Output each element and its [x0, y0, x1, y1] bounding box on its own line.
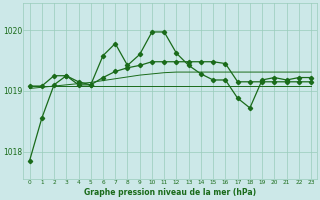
X-axis label: Graphe pression niveau de la mer (hPa): Graphe pression niveau de la mer (hPa) [84, 188, 256, 197]
